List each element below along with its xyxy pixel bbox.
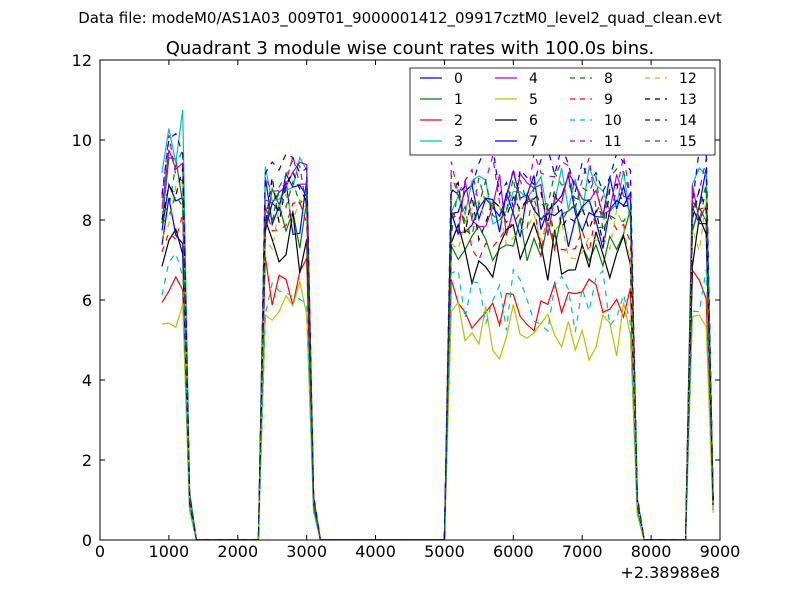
chart-title: Quadrant 3 module wise count rates with … — [166, 38, 655, 59]
x-tick-label: 3000 — [286, 542, 327, 561]
legend-label-6: 6 — [529, 113, 538, 129]
x-tick-label: 8000 — [631, 542, 672, 561]
series-line-0 — [161, 168, 714, 540]
y-tick-label: 6 — [82, 291, 92, 310]
series-line-14 — [161, 132, 714, 540]
legend-label-1: 1 — [454, 92, 463, 108]
x-tick-label: 7000 — [562, 542, 603, 561]
x-tick-label: 4000 — [355, 542, 396, 561]
legend-label-5: 5 — [529, 92, 538, 108]
figure-suptitle: Data file: modeM0/AS1A03_009T01_90000014… — [78, 9, 722, 28]
x-tick-label: 2000 — [217, 542, 258, 561]
legend-label-15: 15 — [679, 134, 697, 150]
series-line-10 — [161, 252, 714, 540]
legend-label-3: 3 — [454, 134, 463, 150]
series-line-15 — [161, 174, 714, 540]
x-tick-label: 1000 — [149, 542, 190, 561]
y-tick-label: 0 — [82, 531, 92, 550]
legend-label-7: 7 — [529, 134, 538, 150]
legend-label-4: 4 — [529, 71, 538, 87]
plot-area: 0 1000 2000 3000 4000 5000 6000 7000 8000 9000 0 2… — [72, 51, 741, 582]
x-tick-label: 5000 — [424, 542, 465, 561]
series-line-1 — [161, 157, 714, 540]
x-axis: 0 1000 2000 3000 4000 5000 6000 7000 8000 9000 — [95, 60, 740, 561]
y-tick-label: 2 — [82, 451, 92, 470]
legend-label-14: 14 — [679, 113, 697, 129]
series-line-6 — [161, 212, 714, 540]
legend-box — [409, 67, 716, 156]
series-layer — [161, 109, 714, 540]
series-line-5 — [161, 281, 714, 540]
series-line-3 — [161, 109, 714, 540]
x-axis-offset-label: +2.38988e8 — [620, 563, 720, 582]
x-tick-label: 6000 — [493, 542, 534, 561]
y-tick-label: 12 — [72, 51, 92, 70]
series-line-4 — [161, 149, 714, 540]
legend-label-8: 8 — [604, 71, 613, 87]
x-tick-label: 0 — [95, 542, 105, 561]
legend-label-2: 2 — [454, 113, 463, 129]
legend-label-10: 10 — [604, 113, 622, 129]
legend-label-13: 13 — [679, 92, 697, 108]
series-line-7 — [161, 172, 714, 540]
x-tick-label: 9000 — [700, 542, 741, 561]
series-line-13 — [161, 168, 714, 540]
series-line-2 — [161, 256, 714, 540]
y-tick-label: 8 — [82, 211, 92, 230]
legend-label-0: 0 — [454, 71, 463, 87]
legend-label-12: 12 — [679, 71, 697, 87]
legend-label-11: 11 — [604, 134, 622, 150]
y-tick-label: 10 — [72, 131, 92, 150]
legend-label-9: 9 — [604, 92, 613, 108]
y-tick-label: 4 — [82, 371, 92, 390]
